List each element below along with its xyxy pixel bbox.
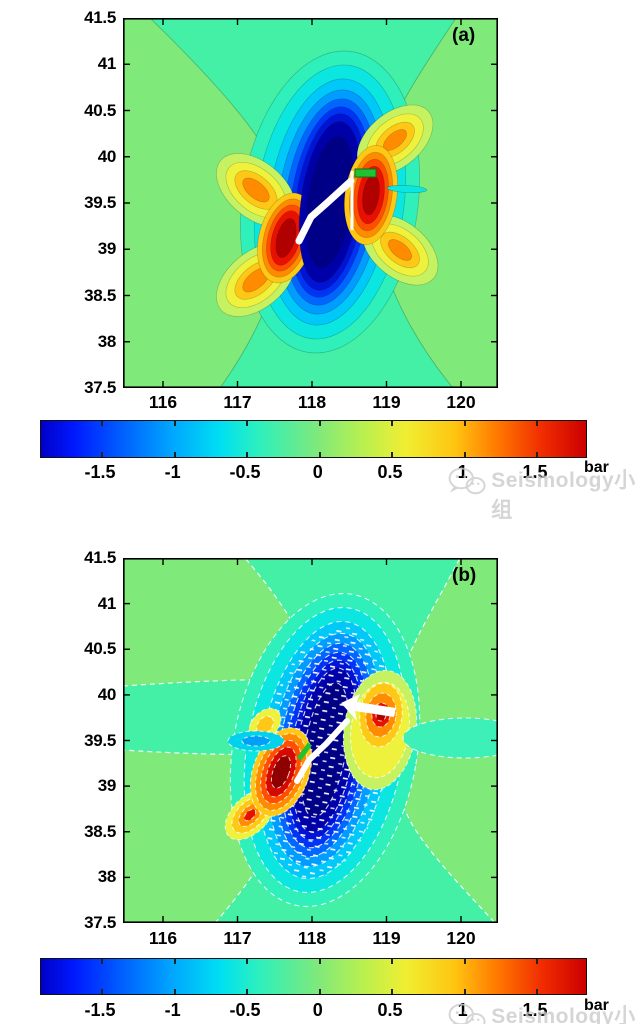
- y-tick-b: 38: [97, 867, 117, 887]
- y-tick-b: 39.5: [84, 730, 116, 750]
- x-tick-a: 119: [372, 392, 401, 412]
- colorbar-b-tick: -0.5: [229, 1000, 261, 1020]
- fault-marker-b: [296, 742, 313, 761]
- colorbar-a-tick: -0.5: [229, 462, 261, 482]
- y-tick-a: 38.5: [84, 285, 116, 305]
- contour-map-a-svg: [123, 18, 498, 388]
- x-tick-b: 118: [297, 928, 327, 948]
- y-tick-b: 41: [97, 593, 117, 613]
- colorbar-b-tick: 1.5: [522, 1000, 548, 1020]
- fault-trace-a: [295, 177, 355, 245]
- colorbar-a-tick: 0.5: [377, 462, 403, 482]
- y-tick-a: 39: [97, 239, 117, 259]
- colorbar-a-tick: 1.5: [522, 462, 548, 482]
- colorbar-b-unit: bar: [584, 997, 609, 1014]
- colorbar-b-tick: -1.5: [84, 1000, 116, 1020]
- y-tick-b: 39: [97, 776, 117, 796]
- x-tick-a: 116: [148, 392, 178, 412]
- x-tick-b: 120: [446, 928, 476, 948]
- y-tick-a: 40: [97, 146, 117, 166]
- x-tick-b: 117: [223, 928, 252, 948]
- y-tick-a: 39.5: [84, 193, 116, 212]
- colorbar-b: [40, 958, 587, 995]
- colorbar-a-tick: -1.5: [84, 462, 116, 482]
- map-b-west-positive-lobe: [224, 707, 313, 841]
- colorbar-a-tick: 1: [457, 462, 468, 482]
- y-tick-a: 41: [97, 54, 117, 74]
- slip-arrow: [341, 694, 396, 721]
- y-tick-a: 37.5: [84, 378, 116, 397]
- x-tick-a: 120: [446, 392, 476, 412]
- contour-map-panel-b: [123, 558, 498, 923]
- colorbar-b-tick: 1: [457, 1000, 468, 1020]
- x-tick-a: 117: [223, 392, 252, 412]
- map-b-teal-oval: [402, 717, 498, 759]
- colorbar-a: [40, 420, 587, 458]
- panel-b-label: (b): [452, 565, 477, 586]
- y-tick-a: 40.5: [84, 100, 116, 120]
- colorbar-a-unit: bar: [584, 459, 609, 476]
- fault-marker-a: [354, 168, 377, 178]
- contour-map-panel-a: [123, 18, 498, 388]
- map-a-cyan-sliver: [386, 185, 428, 193]
- map-b-cyan-patch: [227, 730, 285, 752]
- x-tick-a: 118: [297, 392, 327, 412]
- y-tick-b: 38.5: [84, 821, 116, 841]
- fault-trace-b: [294, 718, 350, 784]
- colorbar-b-tick: 0.5: [377, 1000, 403, 1020]
- colorbar-a-tick: 0: [312, 462, 323, 482]
- x-tick-b: 116: [148, 928, 178, 948]
- y-tick-b: 37.5: [84, 913, 116, 932]
- y-tick-b: 41.5: [84, 548, 116, 567]
- map-b-border: [123, 558, 498, 923]
- map-a-west-positive-lobe: [216, 153, 316, 317]
- colorbar-b-tick: -1: [164, 1000, 181, 1020]
- y-tick-a: 38: [97, 331, 117, 351]
- y-tick-a: 41.5: [84, 8, 116, 27]
- x-tick-b: 119: [372, 928, 401, 948]
- map-a-border: [123, 18, 498, 388]
- y-tick-b: 40.5: [84, 639, 116, 659]
- colorbar-a-tick: -1: [164, 462, 181, 482]
- y-tick-b: 40: [97, 684, 117, 704]
- panel-a-label: (a): [452, 25, 476, 46]
- colorbar-b-tick: 0: [312, 1000, 323, 1020]
- contour-map-b-svg: [123, 558, 498, 923]
